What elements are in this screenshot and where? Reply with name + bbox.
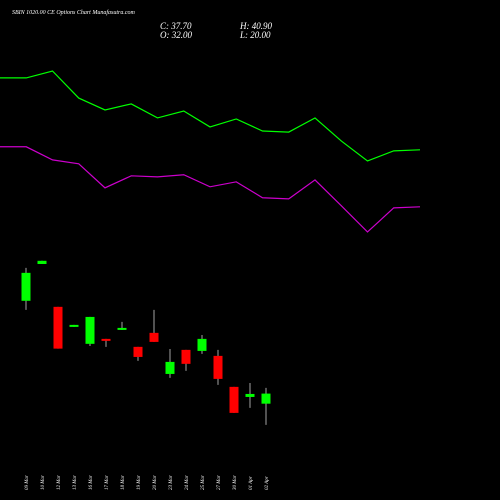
x-tick-label: 27 Mar [217,475,222,490]
candle-body [197,338,207,351]
candle-body [213,355,223,379]
candle-body [181,349,191,364]
candle-body [37,260,47,264]
indicator-line [0,146,421,233]
candle-body [101,338,111,341]
x-tick-label: 10 Mar [41,475,46,490]
x-tick-label: 19 Mar [137,475,142,490]
header-open: O: 32.00 [160,30,192,40]
x-tick-label: 30 Mar [233,475,238,490]
candle-body [53,306,63,349]
candle-body [85,316,95,344]
x-tick-label: 12 Mar [57,475,62,490]
candle-body [229,386,239,413]
header-close: C: 37.70 [160,21,192,31]
x-tick-label: 25 Mar [201,475,206,490]
header-low: L: 20.00 [239,30,271,40]
x-tick-label: 23 Mar [169,475,174,490]
candle-body [69,324,79,327]
x-tick-label: 16 Mar [89,475,94,490]
x-tick-label: 18 Mar [121,475,126,490]
x-tick-label: 13 Mar [73,475,78,490]
x-tick-label: 20 Mar [153,475,158,490]
candle-body [117,327,127,330]
header-high: H: 40.90 [239,21,272,31]
x-tick-label: 17 Mar [105,475,110,490]
x-tick-label: 09 Mar [25,475,30,490]
candle-body [21,272,31,301]
candle-body [245,393,255,397]
candle-body [165,361,175,374]
candle-body [149,332,159,342]
x-tick-label: 02 Apr [265,476,270,490]
chart-title: SBIN 1020.00 CE Options Chart Munafasutr… [12,9,136,16]
candle-body [133,346,143,357]
x-tick-label: 01 Apr [249,476,254,490]
x-tick-label: 24 Mar [185,475,190,490]
candle-body [261,393,271,404]
indicator-line [0,70,421,162]
